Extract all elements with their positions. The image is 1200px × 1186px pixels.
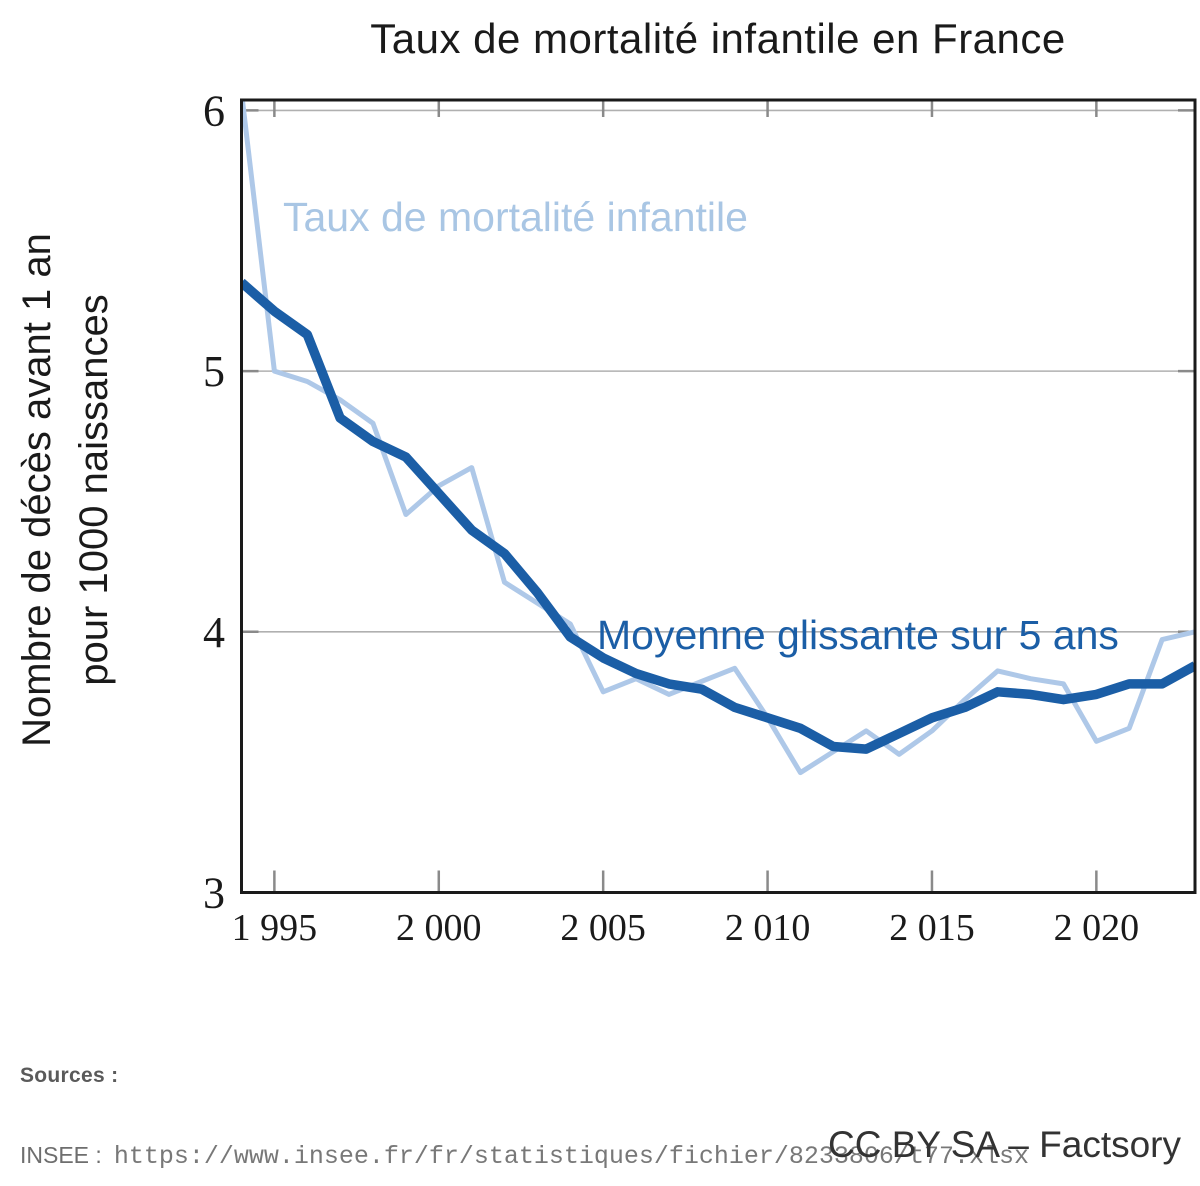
- series-label-avg: Moyenne glissante sur 5 ans: [597, 612, 1119, 658]
- x-tick-label: 2 020: [1054, 907, 1140, 949]
- chart-title: Taux de mortalité infantile en France: [370, 15, 1066, 62]
- series-label-raw: Taux de mortalité infantile: [283, 194, 748, 240]
- y-tick-label: 4: [203, 608, 225, 657]
- source-line: INSEE : https://www.insee.fr/fr/statisti…: [20, 1142, 1029, 1171]
- moving-average-line: [241, 278, 1195, 754]
- x-tick-label: 2 000: [396, 907, 482, 949]
- y-tick-label: 6: [203, 86, 225, 135]
- x-tick-label: 1 995: [232, 907, 318, 949]
- y-axis-label: Nombre de décès avant 1 an pour 1000 nai…: [15, 233, 116, 747]
- axis-ticks: [241, 100, 1195, 893]
- source-name: INSEE :: [20, 1142, 102, 1168]
- x-tick-label: 2 010: [725, 907, 811, 949]
- license-credit: CC BY SA – Factsory: [828, 1124, 1181, 1165]
- sources-label: Sources :: [20, 1064, 118, 1087]
- y-tick-label: 5: [203, 347, 225, 396]
- plot-frame: [240, 98, 1197, 894]
- x-tick-label: 2 005: [560, 907, 646, 949]
- source-url-link[interactable]: https://www.insee.fr/fr/statistiques/fic…: [114, 1142, 1029, 1171]
- raw-rate-line: [241, 100, 1195, 776]
- y-axis-label-line2: pour 1000 naissances: [72, 294, 116, 685]
- x-tick-label: 2 015: [889, 907, 975, 949]
- y-tick-labels: 3 4 5 6: [203, 86, 225, 917]
- x-tick-labels: 1 995 2 000 2 005 2 010 2 015 2 020: [232, 907, 1139, 949]
- y-axis-label-line1: Nombre de décès avant 1 an: [15, 233, 59, 747]
- gridlines: [241, 109, 1195, 633]
- data-series: [241, 100, 1195, 776]
- y-tick-label: 3: [203, 869, 225, 918]
